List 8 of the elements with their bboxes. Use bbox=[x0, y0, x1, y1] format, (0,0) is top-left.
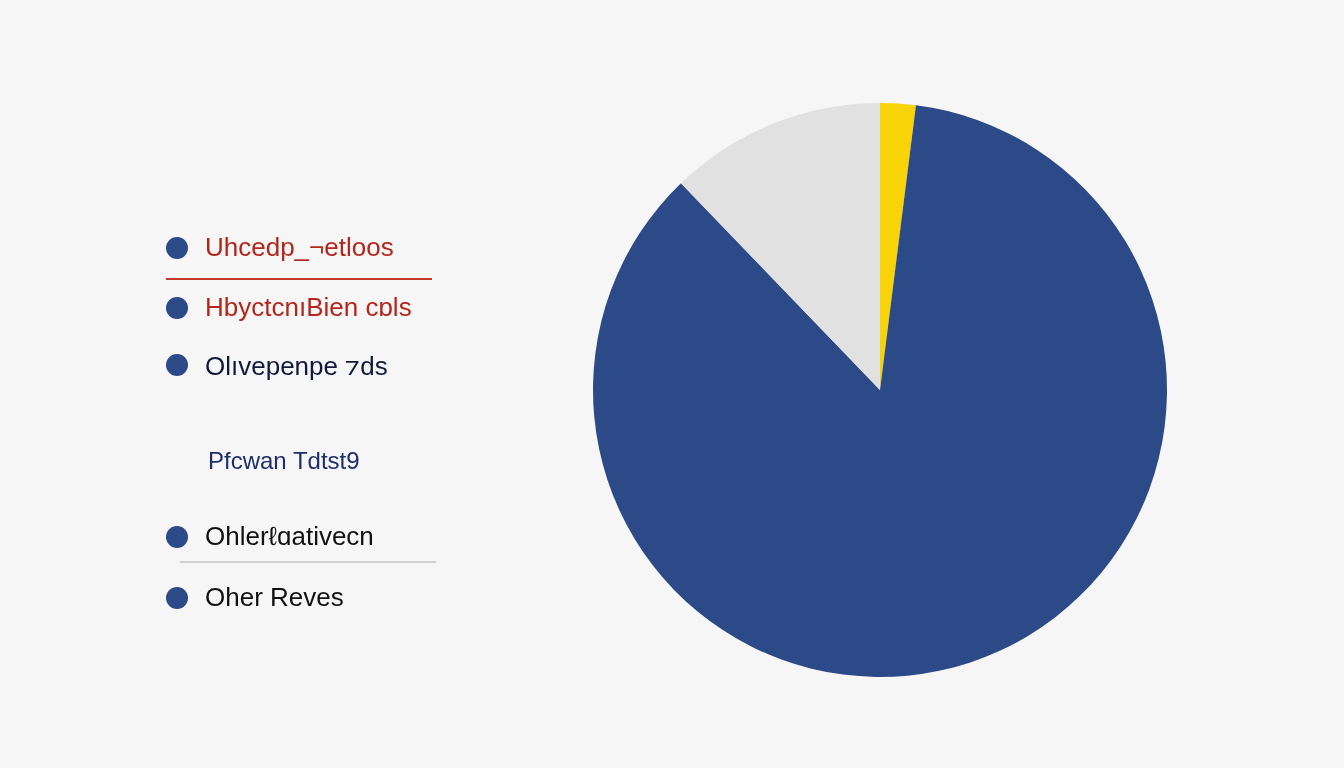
text: Olıvepenpe ⁊ds bbox=[205, 350, 388, 383]
text: Pfcwan Tdtst9 bbox=[208, 447, 360, 475]
text: Uhcedp_¬etloos bbox=[205, 232, 394, 263]
text: Oher Reves bbox=[205, 582, 344, 613]
pie-slice bbox=[593, 105, 1167, 677]
text: HbyctcnıBien cɒls bbox=[205, 292, 412, 323]
text: Ohlerℓɑativecn bbox=[205, 521, 374, 552]
pie-slice bbox=[680, 103, 880, 390]
